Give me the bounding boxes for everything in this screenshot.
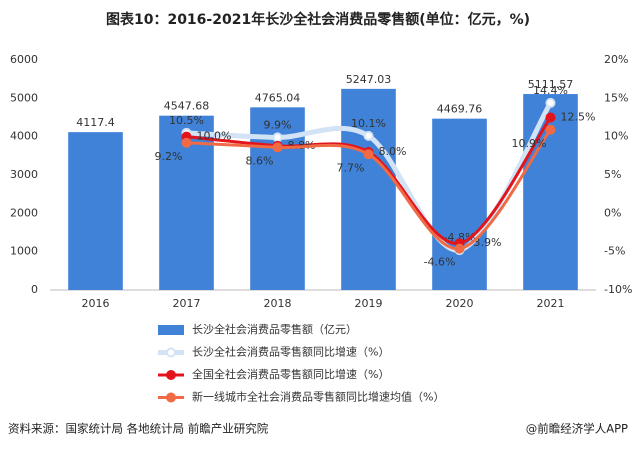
legend-swatch — [158, 325, 184, 335]
y2-tick-label: 0% — [604, 206, 621, 219]
bar — [432, 118, 487, 290]
line-value-label: -4.6% — [424, 256, 456, 269]
line-marker — [545, 124, 556, 135]
source: 资料来源：国家统计局 各地统计局 前瞻产业研究院 — [8, 422, 269, 436]
y-tick-label: 3000 — [10, 168, 38, 181]
y2-tick-label: 15% — [604, 91, 628, 104]
legend-label: 全国全社会消费品零售额同比增速（%） — [192, 367, 389, 381]
line-marker — [272, 132, 283, 143]
y2-tick-label: 5% — [604, 168, 621, 181]
x-tick-label: 2020 — [446, 297, 474, 310]
y2-tick-label: -5% — [604, 245, 625, 258]
legend-label: 新一线城市全社会消费品零售额同比增速均值（%） — [192, 390, 444, 404]
line-marker — [545, 97, 556, 108]
line-value-label: 8.0% — [379, 145, 407, 158]
y2-tick-label: -10% — [604, 283, 632, 296]
legend-label: 长沙全社会消费品零售额同比增速（%） — [192, 345, 389, 359]
line-value-label: 9.9% — [264, 118, 292, 131]
y-tick-label: 1000 — [10, 245, 38, 258]
line-value-label: 9.2% — [155, 150, 183, 163]
legend-swatch — [166, 392, 176, 403]
credit: @前瞻经济学人APP — [526, 422, 628, 436]
bar-value-label: 5111.57 — [528, 78, 574, 91]
line-value-label: 7.7% — [337, 161, 365, 174]
y-tick-label: 4000 — [10, 130, 38, 143]
bar-value-label: 4469.76 — [437, 103, 483, 116]
bar-value-label: 4117.4 — [76, 116, 115, 129]
bar — [341, 88, 396, 290]
bar-value-label: 4765.04 — [255, 91, 301, 104]
line-value-label: 10.0% — [197, 130, 232, 143]
y-tick-label: 0 — [31, 283, 38, 296]
bar-value-label: 4547.68 — [164, 100, 210, 113]
line-value-label: -3.9% — [470, 236, 502, 249]
bar-value-label: 5247.03 — [346, 73, 392, 86]
y-tick-label: 5000 — [10, 91, 38, 104]
line — [186, 116, 552, 245]
line-marker — [454, 243, 465, 254]
bar — [68, 132, 123, 290]
line-value-label: 14.4% — [533, 84, 568, 97]
chart-title: 图表10：2016-2021年长沙全社会消费品零售额(单位：亿元，%) — [106, 11, 530, 28]
x-tick-label: 2016 — [82, 297, 110, 310]
legend-swatch — [166, 347, 176, 358]
line-value-label: 8.6% — [246, 154, 274, 167]
x-tick-label: 2018 — [264, 297, 292, 310]
line-value-label: 10.9% — [512, 137, 547, 150]
line-marker — [363, 130, 374, 141]
line-value-label: 10.1% — [351, 117, 386, 130]
x-tick-label: 2021 — [537, 297, 565, 310]
line-value-label: 10.5% — [169, 114, 204, 127]
y2-tick-label: 10% — [604, 130, 628, 143]
y-tick-label: 6000 — [10, 53, 38, 66]
line — [186, 128, 552, 251]
legend-label: 长沙全社会消费品零售额（亿元） — [192, 322, 357, 336]
x-tick-label: 2019 — [355, 297, 383, 310]
y2-tick-label: 20% — [604, 53, 628, 66]
line-marker — [181, 137, 192, 148]
y-tick-label: 2000 — [10, 206, 38, 219]
x-tick-label: 2017 — [173, 297, 201, 310]
line-marker — [272, 142, 283, 153]
line-marker — [545, 112, 556, 123]
legend-swatch — [166, 370, 176, 380]
line-value-label: 12.5% — [561, 111, 596, 124]
line-marker — [363, 149, 374, 160]
